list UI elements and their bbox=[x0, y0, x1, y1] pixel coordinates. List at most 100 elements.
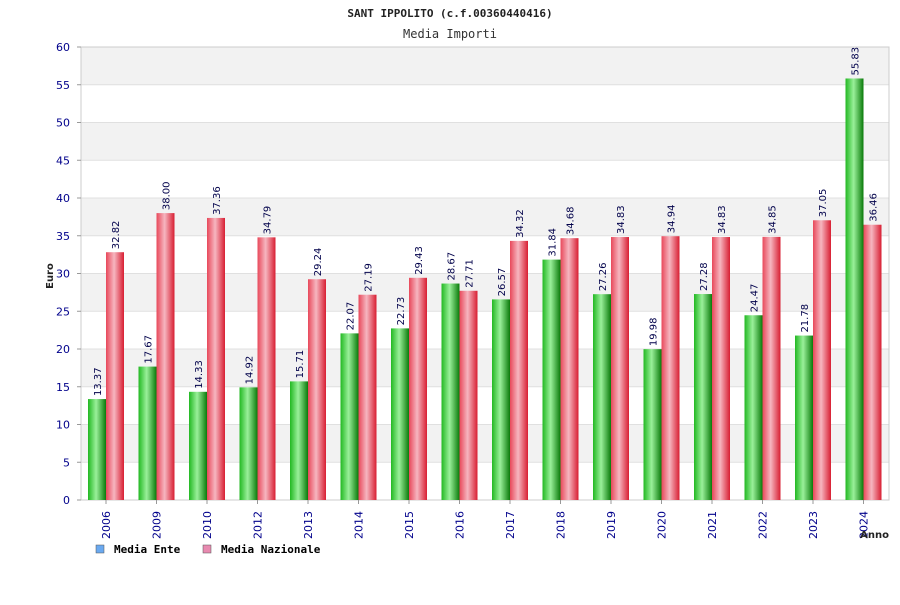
data-label-media-nazionale: 32.82 bbox=[111, 221, 122, 250]
data-label-media-nazionale: 34.83 bbox=[616, 205, 627, 234]
bar-media-nazionale bbox=[459, 290, 478, 500]
data-label-media-nazionale: 29.24 bbox=[313, 248, 324, 277]
background-band bbox=[81, 47, 889, 85]
data-label-media-nazionale: 27.19 bbox=[364, 263, 375, 292]
bar-media-ente bbox=[88, 399, 106, 500]
bar-media-ente bbox=[694, 294, 712, 500]
x-tick-label: 2021 bbox=[706, 511, 719, 539]
y-tick-label: 50 bbox=[56, 117, 70, 130]
data-label-media-ente: 15.71 bbox=[295, 350, 306, 379]
y-tick-label: 40 bbox=[56, 192, 70, 205]
y-tick-label: 0 bbox=[63, 494, 70, 507]
data-labels: 13.37 32.82 17.67 38.00 14.33 37.36 14.92 34.79… bbox=[93, 47, 880, 396]
data-label-media-ente: 14.33 bbox=[194, 360, 205, 389]
bar-media-nazionale bbox=[106, 252, 124, 500]
x-tick-label: 2012 bbox=[252, 511, 265, 539]
x-tick-label: 2019 bbox=[605, 511, 618, 539]
y-tick-label: 30 bbox=[56, 268, 70, 281]
data-label-media-ente: 14.92 bbox=[245, 356, 256, 385]
bar-media-nazionale bbox=[207, 217, 225, 500]
bar-media-ente bbox=[542, 259, 561, 500]
data-label-media-ente: 24.47 bbox=[750, 284, 761, 313]
bar-media-ente bbox=[795, 335, 813, 500]
data-label-media-nazionale: 34.94 bbox=[667, 205, 678, 234]
bar-media-ente bbox=[845, 78, 864, 501]
legend-label-media-ente: Media Ente bbox=[114, 543, 181, 556]
data-label-media-ente: 31.84 bbox=[548, 228, 559, 257]
x-tick-label: 2024 bbox=[858, 511, 871, 539]
data-label-media-nazionale: 27.71 bbox=[465, 259, 476, 288]
data-label-media-nazionale: 34.79 bbox=[263, 206, 274, 235]
bars bbox=[88, 78, 882, 501]
y-tick-label: 60 bbox=[56, 41, 70, 54]
y-axis-label: Euro bbox=[45, 263, 56, 289]
bar-media-nazionale bbox=[308, 279, 326, 500]
bar-media-nazionale bbox=[560, 238, 579, 500]
chart-title: SANT IPPOLITO (c.f.00360440416) bbox=[347, 7, 552, 20]
x-tick-label: 2022 bbox=[757, 511, 770, 539]
bar-media-nazionale bbox=[712, 237, 730, 500]
bar-media-nazionale bbox=[510, 240, 528, 500]
bar-media-ente bbox=[290, 381, 308, 500]
legend-swatch-media-nazionale bbox=[202, 544, 212, 554]
y-tick-label: 10 bbox=[56, 419, 70, 432]
bar-media-nazionale bbox=[358, 294, 377, 500]
data-label-media-ente: 17.67 bbox=[144, 335, 155, 364]
x-tick-label: 2009 bbox=[151, 511, 164, 539]
bar-media-nazionale bbox=[813, 220, 831, 500]
legend-label-media-nazionale: Media Nazionale bbox=[221, 543, 321, 556]
data-label-media-ente: 21.78 bbox=[800, 304, 811, 333]
chart-subtitle: Media Importi bbox=[403, 27, 497, 41]
data-label-media-ente: 55.83 bbox=[851, 47, 862, 76]
data-label-media-ente: 27.26 bbox=[598, 263, 609, 292]
bar-media-ente bbox=[643, 349, 662, 500]
data-label-media-nazionale: 34.83 bbox=[717, 205, 728, 234]
data-label-media-ente: 22.07 bbox=[346, 302, 357, 331]
bar-media-nazionale bbox=[762, 236, 781, 500]
data-label-media-nazionale: 34.85 bbox=[768, 205, 779, 234]
x-tick-label: 2023 bbox=[807, 511, 820, 539]
bar-media-ente bbox=[391, 328, 409, 500]
x-axis-ticks: 2006 2009 2010 2012 2013 2014 2015 2016 2017 2018… bbox=[100, 500, 871, 539]
bar-media-ente bbox=[593, 294, 611, 500]
data-label-media-nazionale: 29.43 bbox=[414, 246, 425, 275]
bar-media-ente bbox=[239, 387, 258, 500]
y-tick-label: 25 bbox=[56, 305, 70, 318]
data-label-media-nazionale: 34.68 bbox=[566, 207, 577, 236]
data-label-media-ente: 28.67 bbox=[447, 252, 458, 281]
x-tick-label: 2013 bbox=[302, 511, 315, 539]
data-label-media-nazionale: 37.36 bbox=[212, 186, 223, 215]
x-tick-label: 2017 bbox=[504, 511, 517, 539]
x-tick-label: 2006 bbox=[100, 511, 113, 539]
y-tick-label: 55 bbox=[56, 79, 70, 92]
bar-media-nazionale bbox=[257, 237, 276, 500]
x-tick-label: 2016 bbox=[454, 511, 467, 539]
data-label-media-nazionale: 34.32 bbox=[515, 209, 526, 238]
data-label-media-ente: 19.98 bbox=[649, 318, 660, 347]
bar-media-ente bbox=[340, 333, 359, 500]
bar-media-ente bbox=[441, 283, 460, 500]
x-tick-label: 2014 bbox=[353, 511, 366, 539]
data-label-media-nazionale: 36.46 bbox=[869, 193, 880, 222]
data-label-media-ente: 22.73 bbox=[396, 297, 407, 326]
x-tick-label: 2010 bbox=[201, 511, 214, 539]
bar-media-ente bbox=[189, 391, 207, 500]
x-tick-label: 2020 bbox=[656, 511, 669, 539]
y-tick-label: 20 bbox=[56, 343, 70, 356]
bar-media-nazionale bbox=[409, 277, 427, 500]
y-axis-ticks: 0 5 10 15 20 25 30 35 40 45 50 55 60 bbox=[56, 41, 81, 507]
data-label-media-ente: 26.57 bbox=[497, 268, 508, 297]
background-band bbox=[81, 122, 889, 161]
data-label-media-ente: 13.37 bbox=[93, 367, 104, 396]
data-label-media-nazionale: 38.00 bbox=[162, 181, 173, 210]
bar-media-ente bbox=[744, 315, 763, 500]
x-axis-label: Anno bbox=[860, 530, 889, 541]
legend-swatch-media-ente bbox=[95, 544, 105, 554]
bar-media-nazionale bbox=[611, 237, 629, 500]
y-tick-label: 5 bbox=[63, 456, 70, 469]
y-tick-label: 35 bbox=[56, 230, 70, 243]
data-label-media-nazionale: 37.05 bbox=[818, 189, 829, 218]
y-tick-label: 15 bbox=[56, 381, 70, 394]
x-tick-label: 2018 bbox=[555, 511, 568, 539]
